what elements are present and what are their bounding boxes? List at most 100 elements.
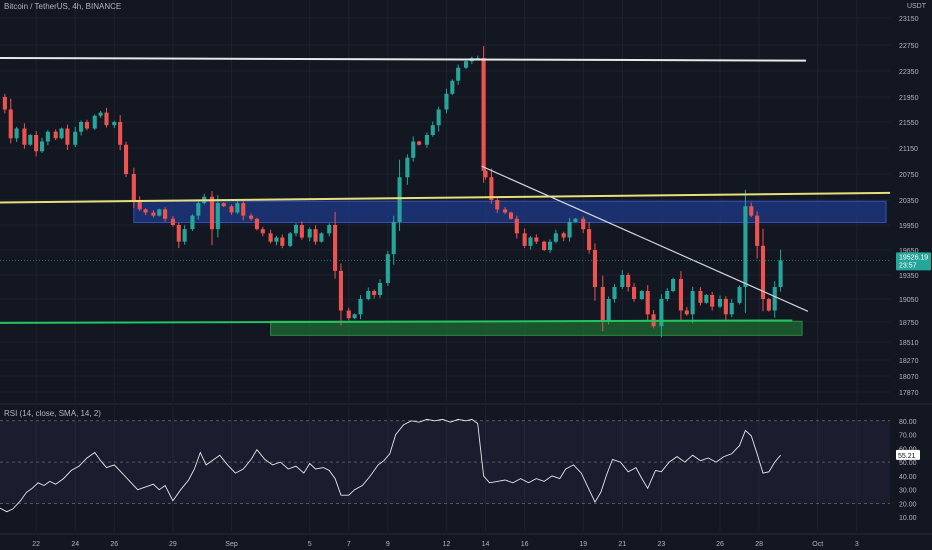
rsi-tick-label: 30.00 xyxy=(899,488,917,495)
candle-body xyxy=(84,122,89,129)
candle-body xyxy=(743,206,748,287)
rsi-line xyxy=(0,418,781,513)
candle-body xyxy=(8,109,13,139)
candle-body xyxy=(444,93,449,110)
candle-body xyxy=(299,225,304,238)
symbol-title: Bitcoin / TetherUS, 4h, BINANCE xyxy=(4,2,122,11)
candle-body xyxy=(22,128,27,145)
candle-body xyxy=(268,233,273,242)
candle-body xyxy=(319,233,324,242)
time-tick-label: 7 xyxy=(347,541,351,548)
candle-body xyxy=(73,131,78,145)
candle-body xyxy=(176,225,181,242)
candle-body xyxy=(112,122,117,126)
price-tick-label: 20350 xyxy=(899,198,919,205)
candle-body xyxy=(385,254,390,283)
candle-body xyxy=(600,287,605,322)
candle-body xyxy=(606,299,611,322)
candle-body xyxy=(690,291,695,315)
candle-body xyxy=(333,225,338,271)
rsi-tick-label: 40.00 xyxy=(899,474,917,481)
candle-body xyxy=(542,241,547,250)
candle-body xyxy=(755,215,760,246)
candle-body xyxy=(430,125,435,135)
candle-body xyxy=(157,209,162,216)
upper-line xyxy=(0,191,891,204)
candle-body xyxy=(567,221,572,238)
time-tick-label: 21 xyxy=(618,541,626,548)
candle-body xyxy=(65,128,70,145)
candle-body xyxy=(391,221,396,255)
candle-body xyxy=(34,135,39,152)
time-tick-label: 29 xyxy=(169,541,177,548)
rsi-tick-label: 60.00 xyxy=(899,446,917,453)
candle-body xyxy=(417,141,422,145)
candle-body xyxy=(405,157,410,178)
candle-body xyxy=(481,58,486,171)
candle-body xyxy=(377,283,383,295)
candle-body xyxy=(665,291,670,299)
price-tick-label: 17870 xyxy=(899,390,919,397)
rsi-last-badge xyxy=(896,449,920,460)
candle-body xyxy=(592,250,598,287)
candle-body xyxy=(372,291,377,295)
candle-body xyxy=(221,203,226,207)
candle-body xyxy=(209,196,215,230)
rsi-tick-label: 80.00 xyxy=(899,419,917,426)
candle-body xyxy=(456,67,461,81)
time-tick-label: 24 xyxy=(71,541,79,548)
candle-body xyxy=(163,209,168,219)
candle-body xyxy=(2,97,7,110)
resistance-line xyxy=(0,57,806,62)
candle-body xyxy=(710,295,715,307)
candle-body xyxy=(678,279,683,311)
time-tick-label: 26 xyxy=(110,541,118,548)
price-tick-label: 20750 xyxy=(899,172,919,179)
price-tick-label: 22750 xyxy=(899,43,919,50)
candle-body xyxy=(495,200,500,210)
candle-body xyxy=(508,212,513,219)
candle-body xyxy=(241,203,246,216)
price-tick-label: 19350 xyxy=(899,273,919,280)
last-price-countdown: 23:57 xyxy=(899,262,917,269)
candle-body xyxy=(534,237,539,242)
candle-body xyxy=(489,177,494,200)
candle-body xyxy=(249,215,254,219)
rsi-last-value: 55.21 xyxy=(898,453,916,460)
candle-body xyxy=(196,203,201,216)
price-tick-label: 21150 xyxy=(899,146,918,153)
time-tick-label: 3 xyxy=(855,541,859,548)
price-tick-label: 22350 xyxy=(899,69,919,76)
candle-body xyxy=(137,200,142,210)
candle-body xyxy=(581,218,586,230)
candle-body xyxy=(475,58,480,59)
candle-body xyxy=(397,177,402,222)
candle-body xyxy=(118,122,123,145)
time-tick-label: 23 xyxy=(657,541,665,548)
candle-body xyxy=(631,287,637,299)
candle-body xyxy=(260,229,265,234)
price-tick-label: 21550 xyxy=(899,120,919,127)
candle-body xyxy=(547,241,553,250)
candle-body xyxy=(717,299,723,307)
candle-body xyxy=(170,218,175,225)
rsi-tick-label: 10.00 xyxy=(899,515,917,522)
candle-body xyxy=(620,275,625,287)
candle-body xyxy=(411,141,416,158)
rsi-tick-label: 70.00 xyxy=(899,433,917,440)
price-tick-label: 19650 xyxy=(899,248,919,255)
candle-body xyxy=(366,291,371,299)
price-tick-label: 18750 xyxy=(899,320,919,327)
candle-body xyxy=(424,135,429,145)
candle-body xyxy=(338,270,344,311)
candle-body xyxy=(587,229,592,250)
candle-body xyxy=(561,233,566,238)
time-tick-label: 9 xyxy=(386,541,390,548)
price-tick-label: 19050 xyxy=(899,297,919,304)
candle-body xyxy=(215,203,220,230)
candle-body xyxy=(53,131,58,139)
candle-body xyxy=(503,209,508,213)
candle-body xyxy=(98,112,103,116)
candle-body xyxy=(104,112,109,126)
